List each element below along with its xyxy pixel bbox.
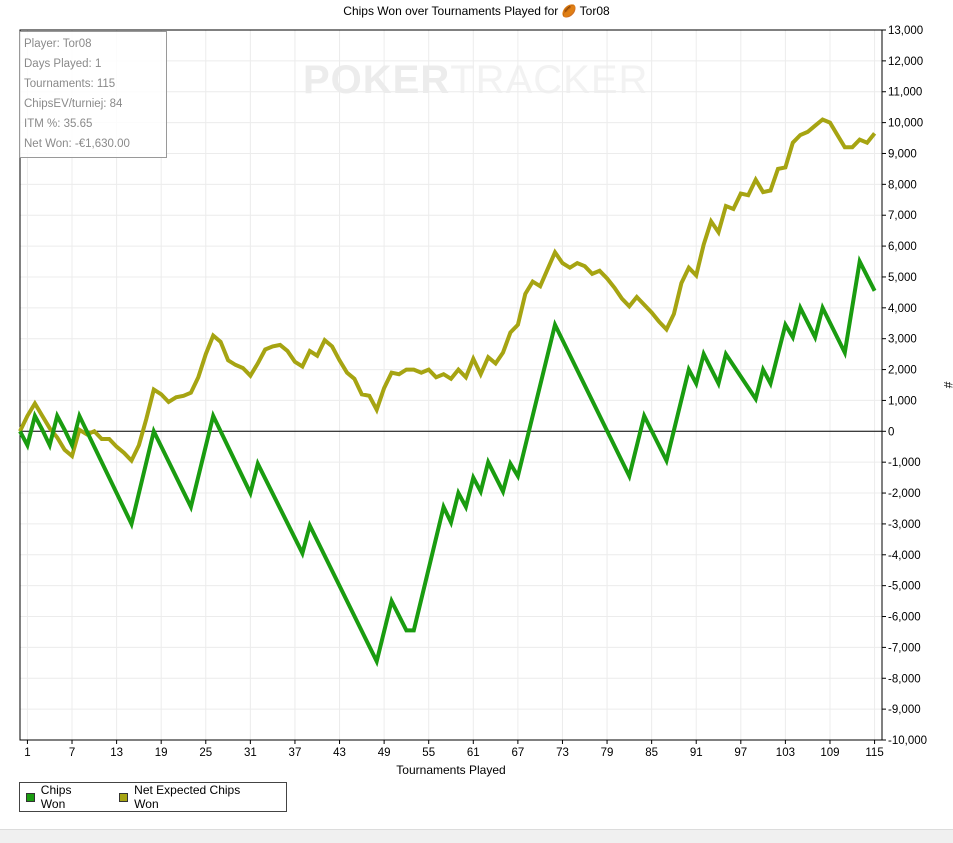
series-line-1 xyxy=(18,117,877,465)
chart-title: Chips Won over Tournaments Played for 🏉 … xyxy=(343,4,610,18)
y-tick-label: -1,000 xyxy=(888,457,921,469)
y-tick-label: 2,000 xyxy=(888,365,917,377)
x-tick-label: 73 xyxy=(556,747,569,759)
x-tick-label: 49 xyxy=(378,747,391,759)
window-bottom-bar xyxy=(0,829,953,843)
y-tick-label: -6,000 xyxy=(888,612,921,624)
x-tick-label: 97 xyxy=(734,747,747,759)
y-tick-label: -8,000 xyxy=(888,673,921,685)
stat-player: Player: Tor08 xyxy=(24,38,92,50)
x-tick-label: 91 xyxy=(690,747,703,759)
y-tick-label: 11,000 xyxy=(888,87,922,99)
chart-legend: Chips Won Net Expected Chips Won xyxy=(19,782,287,812)
x-tick-label: 85 xyxy=(645,747,658,759)
series-line-0 xyxy=(18,255,877,668)
stat-days-played: Days Played: 1 xyxy=(24,58,102,70)
player-stats-box: Player: Tor08 Days Played: 1 Tournaments… xyxy=(19,31,167,158)
legend-label-net-expected: Net Expected Chips Won xyxy=(134,783,241,811)
y-tick-label: 3,000 xyxy=(888,334,917,346)
y-tick-label: -7,000 xyxy=(888,642,921,654)
y-tick-label: 1,000 xyxy=(888,395,917,407)
stat-net-won: Net Won: -€1,630.00 xyxy=(24,138,130,150)
y-tick-label: 9,000 xyxy=(888,148,917,160)
x-tick-label: 25 xyxy=(199,747,212,759)
x-tick-label: 37 xyxy=(289,747,302,759)
y-tick-label: 12,000 xyxy=(888,56,923,68)
y-tick-label: -5,000 xyxy=(888,581,921,593)
y-tick-label: 10,000 xyxy=(888,118,923,130)
y-tick-label: -3,000 xyxy=(888,519,921,531)
y-axis-label: # xyxy=(941,382,953,389)
x-tick-label: 103 xyxy=(776,747,795,759)
y-tick-label: -9,000 xyxy=(888,704,921,716)
stat-tournaments: Tournaments: 115 xyxy=(24,78,116,90)
x-axis-label: Tournaments Played xyxy=(396,763,505,777)
x-tick-label: 61 xyxy=(467,747,480,759)
x-tick-label: 67 xyxy=(511,747,524,759)
x-tick-label: 7 xyxy=(69,747,75,759)
y-tick-label: 8,000 xyxy=(888,179,917,191)
x-tick-label: 13 xyxy=(110,747,123,759)
y-tick-label: 0 xyxy=(888,426,894,438)
y-tick-label: 13,000 xyxy=(888,25,923,37)
stat-chipsev: ChipsEV/turniej: 84 xyxy=(24,98,123,110)
plot-frame xyxy=(19,29,883,741)
x-tick-label: 1 xyxy=(24,747,30,759)
y-axis: -10,000 -9,000 -8,000 -7,000 -6,000 -5,000 -4,… xyxy=(882,25,927,747)
legend-swatch-net-expected xyxy=(119,792,129,802)
y-tick-label: -10,000 xyxy=(888,735,927,747)
x-tick-label: 79 xyxy=(601,747,614,759)
y-tick-label: 4,000 xyxy=(888,303,917,315)
x-tick-label: 31 xyxy=(244,747,257,759)
y-tick-label: -2,000 xyxy=(888,488,921,500)
series-layer xyxy=(18,117,877,668)
x-axis: 1 7 13 19 25 31 37 43 49 55 61 67 73 79 85 91 97 103 109 11… xyxy=(24,740,884,759)
x-tick-label: 55 xyxy=(422,747,435,759)
legend-item-net-expected[interactable]: Net Expected Chips Won xyxy=(119,783,264,811)
x-tick-label: 115 xyxy=(865,747,883,759)
stat-itm: ITM %: 35.65 xyxy=(24,118,93,130)
pokertracker-watermark: POKERTRACKER xyxy=(303,58,649,102)
y-tick-label: 5,000 xyxy=(888,272,917,284)
y-tick-label: 6,000 xyxy=(888,241,917,253)
y-tick-label: -4,000 xyxy=(888,550,921,562)
x-tick-label: 109 xyxy=(820,747,839,759)
x-tick-label: 43 xyxy=(333,747,346,759)
legend-swatch-chips-won xyxy=(26,792,35,802)
y-tick-label: 7,000 xyxy=(888,210,917,222)
x-tick-label: 19 xyxy=(155,747,168,759)
legend-label-chips-won: Chips Won xyxy=(40,783,72,811)
legend-item-chips-won[interactable]: Chips Won xyxy=(26,783,97,811)
